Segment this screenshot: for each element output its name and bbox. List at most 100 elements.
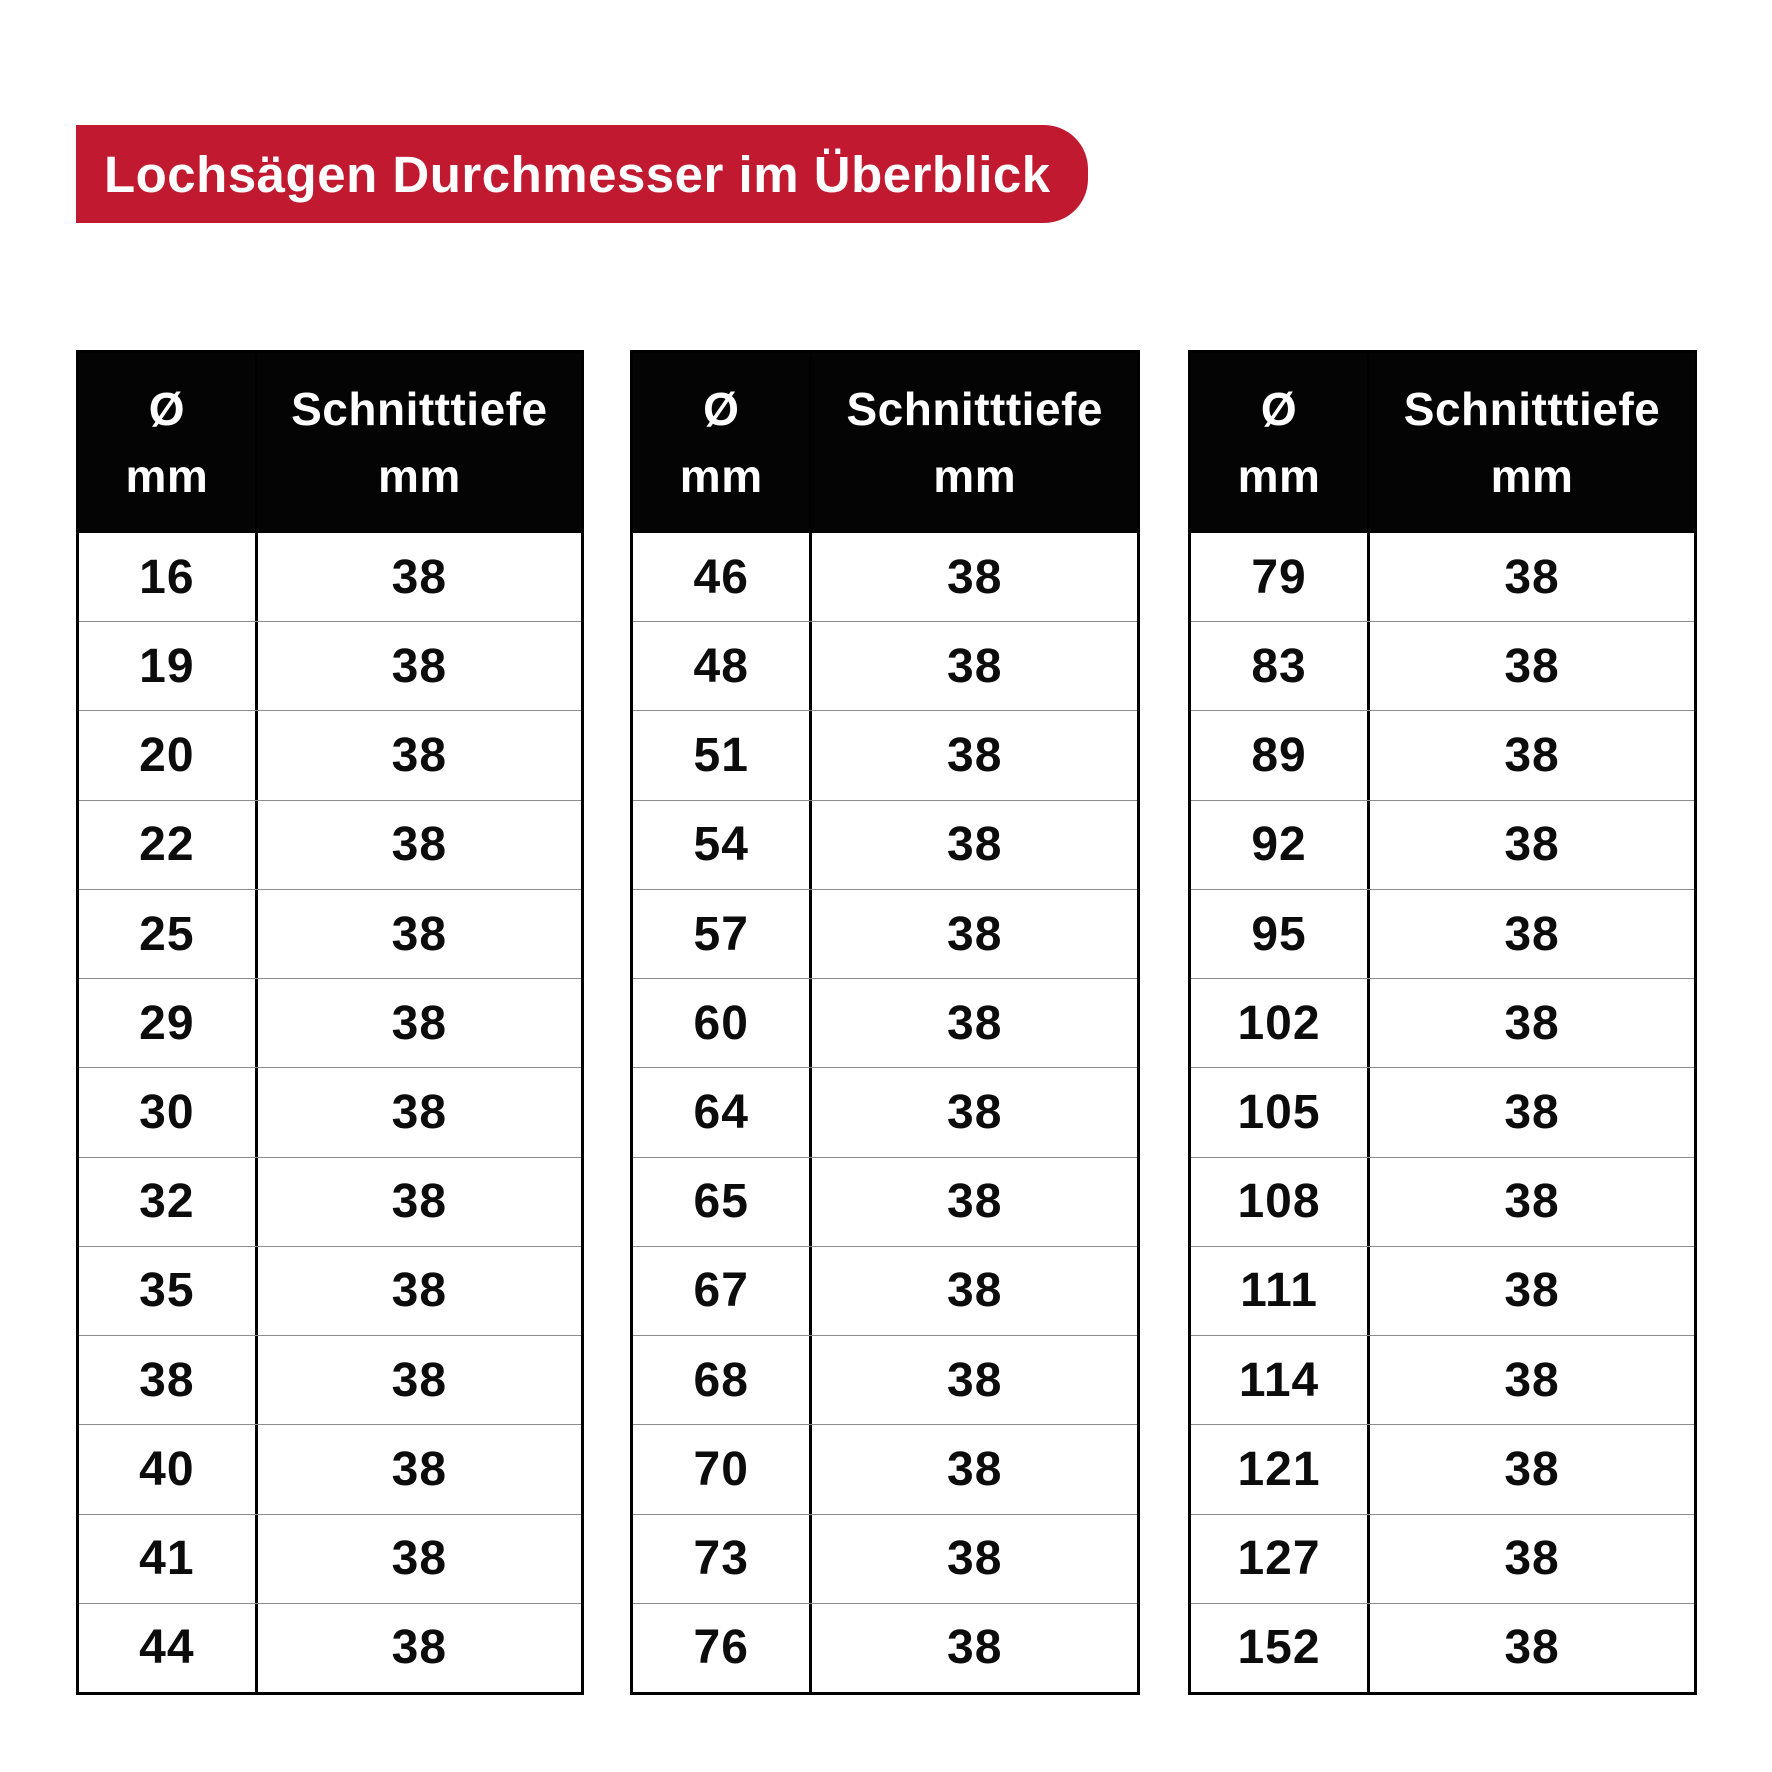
diameter-table-1: Ø mm Schnitttiefe mm 16 38 19 38 20 38 2 <box>76 350 584 1695</box>
table-row: 35 38 <box>79 1245 581 1336</box>
cutting-depth-unit: mm <box>377 450 461 502</box>
diameter-table-3: Ø mm Schnitttiefe mm 79 38 83 38 89 38 9 <box>1188 350 1697 1695</box>
diameter-cell: 67 <box>633 1246 813 1336</box>
table-row: 40 38 <box>79 1424 581 1514</box>
diameter-cell: 114 <box>1191 1336 1371 1425</box>
cutting-depth-label: Schnitttiefe <box>846 383 1103 436</box>
depth-cell: 38 <box>947 1264 1003 1318</box>
depth-cell: 38 <box>391 1264 448 1318</box>
table-row: 30 38 <box>79 1067 581 1157</box>
depth-cell: 38 <box>391 818 448 872</box>
depth-cell: 38 <box>1504 907 1560 961</box>
cutting-depth-unit: mm <box>1490 450 1574 502</box>
depth-cell: 38 <box>947 1353 1003 1407</box>
table-row: 83 38 <box>1191 621 1694 711</box>
diameter-cell: 38 <box>79 1336 258 1425</box>
table-row: 70 38 <box>633 1424 1137 1514</box>
depth-cell: 38 <box>1504 729 1560 783</box>
table-row: 65 38 <box>633 1156 1137 1246</box>
diameter-cell: 32 <box>79 1157 258 1246</box>
table-row: 46 38 <box>633 533 1137 622</box>
depth-cell: 38 <box>391 1532 448 1586</box>
table-row: 67 38 <box>633 1245 1137 1336</box>
depth-cell: 38 <box>947 1175 1003 1229</box>
depth-cell: 38 <box>947 907 1003 961</box>
table-row: 152 38 <box>1191 1602 1694 1693</box>
cutting-depth-header: Schnitttiefe mm <box>1370 353 1694 533</box>
table-row: 19 38 <box>79 621 581 711</box>
diameter-cell: 111 <box>1191 1246 1371 1336</box>
depth-cell: 38 <box>391 1086 448 1140</box>
diameter-cell: 95 <box>1191 889 1371 979</box>
cutting-depth-label: Schnitttiefe <box>291 383 548 436</box>
table-row: 68 38 <box>633 1335 1137 1425</box>
cutting-depth-header: Schnitttiefe mm <box>258 353 581 533</box>
diameter-cell: 73 <box>633 1514 813 1603</box>
table-row: 102 38 <box>1191 978 1694 1068</box>
depth-cell: 38 <box>947 818 1003 872</box>
table-row: 73 38 <box>633 1513 1137 1603</box>
table-row: 121 38 <box>1191 1424 1694 1514</box>
diameter-cell: 25 <box>79 889 258 979</box>
diameter-unit: mm <box>1237 450 1321 502</box>
table-body: 79 38 83 38 89 38 92 38 95 38 102 38 <box>1191 533 1694 1693</box>
diameter-cell: 105 <box>1191 1068 1371 1157</box>
table-row: 38 38 <box>79 1335 581 1425</box>
diameter-header: Ø mm <box>633 353 813 533</box>
depth-cell: 38 <box>1504 1086 1560 1140</box>
depth-cell: 38 <box>391 996 448 1050</box>
table-row: 22 38 <box>79 799 581 889</box>
diameter-cell: 16 <box>79 533 258 622</box>
table-row: 57 38 <box>633 888 1137 979</box>
table-row: 76 38 <box>633 1602 1137 1693</box>
diameter-cell: 54 <box>633 800 813 889</box>
depth-cell: 38 <box>1504 1353 1560 1407</box>
diameter-symbol: Ø <box>703 383 740 436</box>
depth-cell: 38 <box>391 907 448 961</box>
diameter-cell: 127 <box>1191 1514 1371 1603</box>
table-row: 48 38 <box>633 621 1137 711</box>
depth-cell: 38 <box>947 1532 1003 1586</box>
cutting-depth-label: Schnitttiefe <box>1403 383 1661 436</box>
diameter-cell: 57 <box>633 889 813 979</box>
depth-cell: 38 <box>1504 1442 1560 1496</box>
diameter-cell: 30 <box>79 1068 258 1157</box>
diameter-cell: 51 <box>633 711 813 800</box>
diameter-cell: 79 <box>1191 533 1371 622</box>
depth-cell: 38 <box>391 639 448 693</box>
diameter-cell: 41 <box>79 1514 258 1603</box>
table-body: 46 38 48 38 51 38 54 38 57 38 60 38 <box>633 533 1137 1693</box>
diameter-cell: 92 <box>1191 800 1371 889</box>
table-row: 25 38 <box>79 888 581 979</box>
diameter-cell: 35 <box>79 1246 258 1336</box>
depth-cell: 38 <box>947 1621 1003 1675</box>
depth-cell: 38 <box>391 1353 448 1407</box>
diameter-cell: 48 <box>633 622 813 711</box>
table-row: 92 38 <box>1191 799 1694 889</box>
depth-cell: 38 <box>391 1621 448 1675</box>
diameter-cell: 89 <box>1191 711 1371 800</box>
table-row: 111 38 <box>1191 1245 1694 1336</box>
diameter-cell: 22 <box>79 800 258 889</box>
table-row: 51 38 <box>633 710 1137 800</box>
diameter-cell: 76 <box>633 1603 813 1693</box>
table-header: Ø mm Schnitttiefe mm <box>1191 353 1694 533</box>
depth-cell: 38 <box>391 550 448 604</box>
depth-cell: 38 <box>947 639 1003 693</box>
depth-cell: 38 <box>947 550 1003 604</box>
table-row: 16 38 <box>79 533 581 622</box>
table-row: 32 38 <box>79 1156 581 1246</box>
depth-cell: 38 <box>947 996 1003 1050</box>
diameter-cell: 152 <box>1191 1603 1371 1693</box>
diameter-header: Ø mm <box>79 353 258 533</box>
table-row: 54 38 <box>633 799 1137 889</box>
table-row: 108 38 <box>1191 1156 1694 1246</box>
table-row: 89 38 <box>1191 710 1694 800</box>
table-header: Ø mm Schnitttiefe mm <box>633 353 1137 533</box>
depth-cell: 38 <box>1504 550 1560 604</box>
diameter-cell: 121 <box>1191 1425 1371 1514</box>
diameter-unit: mm <box>679 450 763 502</box>
diameter-cell: 60 <box>633 979 813 1068</box>
depth-cell: 38 <box>391 1175 448 1229</box>
